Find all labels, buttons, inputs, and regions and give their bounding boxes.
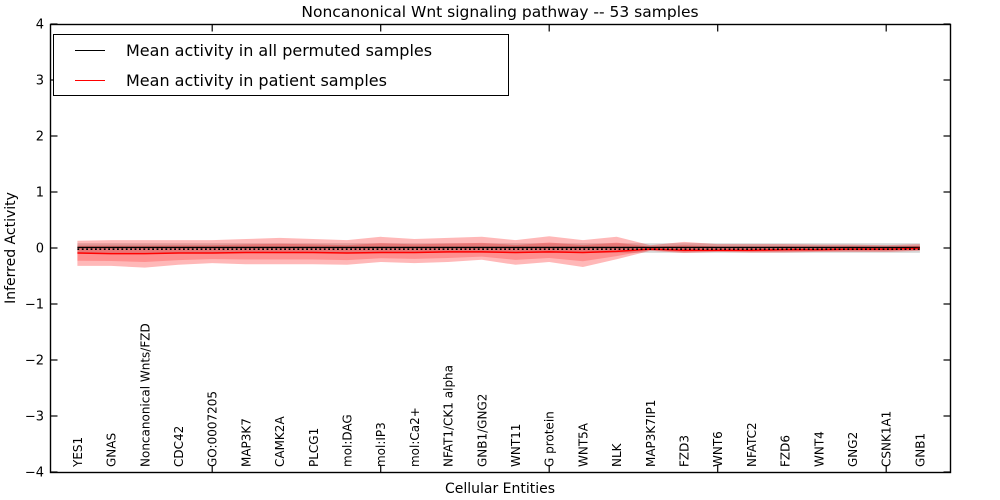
legend-entry-permuted: Mean activity in all permuted samples [54,35,508,65]
entity-label: mol:Ca2+ [408,407,422,467]
legend-label: Mean activity in patient samples [126,70,387,90]
entity-label: GO:0007205 [206,391,220,467]
entity-label: FZD3 [678,435,692,467]
entity-label: NLK [610,442,624,467]
entity-label: WNT5A [576,422,590,467]
entity-label: CSNK1A1 [880,411,894,467]
entity-label: GNAS [105,433,119,467]
y-tick-label: 3 [36,74,44,89]
entity-label: YES1 [71,437,85,468]
x-tick-labels: YES1 GNAS Noncanonical Wnts/FZD CDC42 GO:000… [71,323,928,468]
y-tick-label: 4 [36,18,44,33]
entity-label: CDC42 [172,426,186,467]
entity-label: G protein [543,411,557,467]
y-tick-label: −1 [25,298,44,313]
entity-label: GNB1/GNG2 [475,394,489,467]
entity-label: MAP3K7IP1 [644,400,658,467]
red-line-swatch-icon [75,79,105,81]
legend: Mean activity in all permuted samples Me… [53,34,509,96]
entity-label: CAMK2A [273,416,287,467]
x-axis-label: Cellular Entities [445,481,555,497]
axis-ticks [50,23,951,473]
y-tick-label: −4 [25,466,44,481]
entity-label: WNT4 [812,431,826,467]
entity-label: mol:DAG [341,414,355,467]
entity-label: FZD6 [779,435,793,467]
entity-label: NFATC2 [745,422,759,467]
entity-label: GNB1 [913,433,927,467]
y-tick-labels: 4 3 2 1 0 −1 −2 −3 −4 [25,18,44,481]
black-line-swatch-icon [75,49,105,51]
entity-label: Noncanonical Wnts/FZD [138,323,152,467]
y-tick-label: 0 [36,242,44,257]
legend-entry-patient: Mean activity in patient samples [54,65,508,95]
entity-label: PLCG1 [307,428,321,467]
y-tick-label: 1 [36,186,44,201]
y-tick-label: −2 [25,354,44,369]
chart-title: Noncanonical Wnt signaling pathway -- 53… [301,3,698,21]
legend-label: Mean activity in all permuted samples [126,40,433,60]
entity-label: MAP3K7 [239,418,253,467]
patient-mean-line [77,247,920,255]
entity-label: WNT6 [711,431,725,467]
entity-label: GNG2 [846,432,860,467]
y-tick-label: 2 [36,130,44,145]
entity-label: WNT11 [509,424,523,467]
y-tick-label: −3 [25,410,44,425]
entity-label: NFAT1/CK1 alpha [442,365,456,467]
series-lines [77,246,920,255]
entity-label: mol:IP3 [374,422,388,467]
y-axis-label: Inferred Activity [3,192,19,304]
